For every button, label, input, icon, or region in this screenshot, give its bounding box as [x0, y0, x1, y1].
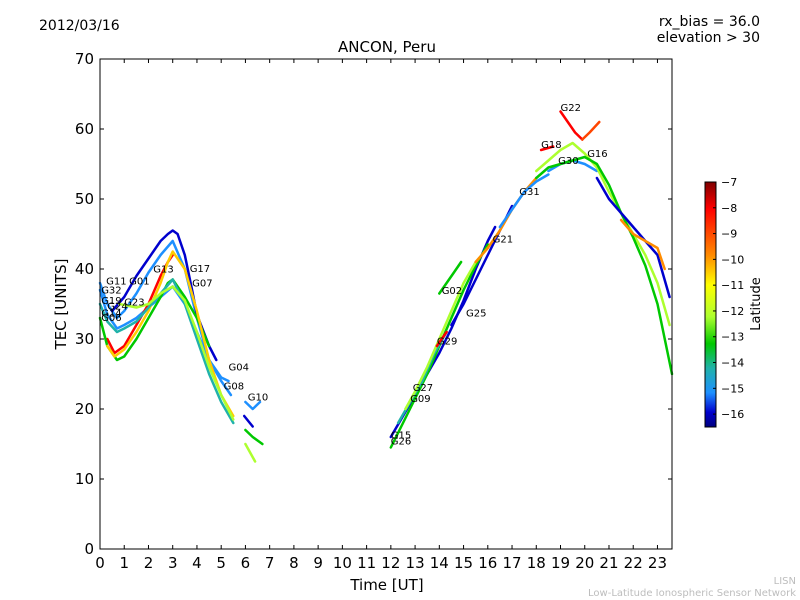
x-tick-label: 8 [289, 554, 299, 572]
colorbar-label: Latitude [749, 277, 764, 331]
footer-org-full: Low-Latitude Ionospheric Sensor Network [588, 588, 796, 599]
sat-label-g21: G21 [493, 234, 513, 245]
colorbar-tick-label: −8 [721, 202, 737, 215]
y-tick-label: 20 [75, 400, 94, 418]
chart-title: ANCON, Peru [338, 38, 436, 56]
series-g29 [435, 330, 448, 348]
sat-label-g17: G17 [190, 264, 210, 275]
sat-label-g27: G27 [413, 383, 433, 394]
sat-label-g24: G24 [107, 302, 127, 313]
x-tick-label: 2 [144, 554, 154, 572]
x-tick-label: 21 [599, 554, 618, 572]
sat-label-g26: G26 [391, 437, 411, 448]
x-tick-label: 18 [527, 554, 546, 572]
x-tick-label: 19 [551, 554, 570, 572]
colorbar-tick-label: −16 [721, 408, 744, 421]
x-tick-label: 23 [648, 554, 667, 572]
rx-bias-label: rx_bias = 36.0 [658, 14, 760, 30]
y-tick-label: 40 [75, 260, 94, 278]
sat-label-g16: G16 [587, 149, 607, 160]
x-tick-label: 10 [333, 554, 352, 572]
sat-label-g30: G30 [558, 156, 578, 167]
x-tick-label: 7 [265, 554, 275, 572]
series-g18 [539, 145, 555, 152]
series-g08 [244, 428, 264, 446]
y-tick-label: 30 [75, 330, 94, 348]
colorbar-tick-label: −12 [721, 305, 744, 318]
sat-label-g23: G23 [124, 297, 144, 308]
x-tick-label: 4 [192, 554, 202, 572]
plot-frame [99, 58, 673, 550]
sat-label-g19: G19 [101, 296, 121, 307]
x-tick-label: 9 [313, 554, 323, 572]
x-tick-label: 1 [119, 554, 129, 572]
y-tick-label: 60 [75, 120, 94, 138]
colorbar-tick-label: −7 [721, 176, 737, 189]
sat-label-g14: G14 [101, 309, 121, 320]
sat-label-g02: G02 [442, 286, 462, 297]
series-g04 [242, 414, 254, 428]
x-tick-label: 12 [381, 554, 400, 572]
series-g23 [118, 285, 235, 421]
y-tick-label: 10 [75, 470, 94, 488]
series-g30b [595, 176, 671, 299]
series-g02 [438, 260, 463, 295]
series-g22b [581, 120, 601, 141]
series-g10 [244, 400, 262, 411]
x-tick-label: 13 [406, 554, 425, 572]
sat-label-g10: G10 [248, 393, 268, 404]
sat-label-g01: G01 [129, 276, 149, 287]
x-tick-label: 22 [624, 554, 643, 572]
sat-label-g22: G22 [561, 103, 581, 114]
y-tick-label: 50 [75, 190, 94, 208]
colorbar-tick-label: −9 [721, 228, 737, 241]
series-g16 [535, 141, 671, 327]
sat-label-g06: G06 [101, 313, 121, 324]
x-tick-label: 17 [502, 554, 521, 572]
y-tick-label: 70 [75, 50, 94, 68]
sat-label-g29: G29 [437, 337, 457, 348]
series-g10b [244, 442, 257, 463]
colorbar-tick-label: −13 [721, 331, 744, 344]
series-g31 [498, 173, 550, 229]
sat-label-g08: G08 [224, 381, 244, 392]
sat-label-g09: G09 [410, 394, 430, 405]
x-tick-label: 11 [357, 554, 376, 572]
x-tick-label: 6 [241, 554, 251, 572]
x-axis-label: Time [UT] [349, 576, 423, 594]
colorbar-tick-label: −10 [721, 253, 744, 266]
x-tick-label: 20 [575, 554, 594, 572]
y-axis-label: TEC [UNITS] [52, 259, 70, 351]
x-tick-label: 0 [95, 554, 105, 572]
y-tick-label: 0 [84, 540, 94, 558]
sat-label-g32: G32 [101, 286, 121, 297]
sat-label-g04: G04 [229, 363, 249, 374]
x-tick-label: 15 [454, 554, 473, 572]
x-tick-label: 14 [430, 554, 449, 572]
sat-label-g13: G13 [153, 265, 173, 276]
series-g22 [559, 110, 584, 141]
series-g17 [98, 278, 211, 362]
date-label: 2012/03/16 [39, 18, 120, 34]
series-g27 [404, 246, 490, 411]
colorbar-tick-label: −11 [721, 279, 744, 292]
colorbar-tick-label: −14 [721, 357, 744, 370]
series-g07 [106, 250, 235, 418]
colorbar-tick-label: −15 [721, 382, 744, 395]
series-g16b [535, 155, 674, 376]
x-tick-label: 16 [478, 554, 497, 572]
elevation-label: elevation > 30 [656, 30, 760, 46]
sat-label-g15: G15 [391, 430, 411, 441]
colorbar [704, 181, 717, 428]
x-tick-label: 3 [168, 554, 178, 572]
sat-label-g07: G07 [192, 279, 212, 290]
sat-label-g11: G11 [106, 276, 126, 287]
footer-org-short: LISN [773, 576, 796, 587]
sat-label-g18: G18 [541, 140, 561, 151]
series-g21b [619, 218, 666, 271]
sat-label-g31: G31 [519, 187, 539, 198]
x-tick-label: 5 [216, 554, 226, 572]
sat-label-g25: G25 [466, 309, 486, 320]
